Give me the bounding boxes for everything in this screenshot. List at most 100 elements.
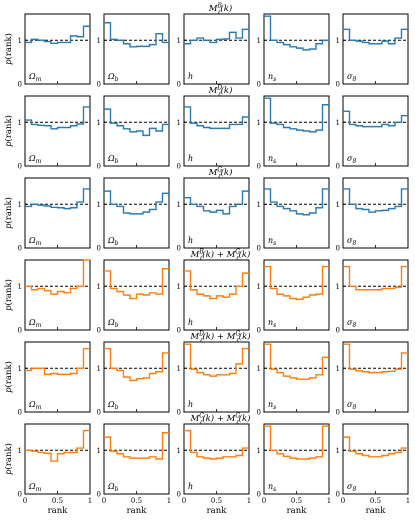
y-tick-label: 1 xyxy=(177,119,181,127)
rank-histogram-series xyxy=(25,106,90,130)
y-tick-label: 0 xyxy=(336,491,340,499)
y-tick-label: 0 xyxy=(97,245,101,253)
y-tick-label: 1 xyxy=(336,365,340,373)
x-tick-label: 0 xyxy=(341,497,345,505)
rank-histogram-series xyxy=(264,15,329,51)
panel-ωb: 0 1 Ωb xyxy=(97,95,170,171)
y-tick-label: 0 xyxy=(257,163,261,171)
x-tick-label: 0 xyxy=(182,497,186,505)
parameter-label: Ωm xyxy=(28,236,42,247)
rank-histogram-series xyxy=(25,429,90,462)
y-tick-label: 1 xyxy=(18,365,22,373)
rank-histogram-series xyxy=(104,108,169,137)
y-tick-label: 0 xyxy=(257,81,261,89)
panel-frame xyxy=(263,259,330,331)
row-title: MC ℓ(k) + MG ℓ(k) xyxy=(190,413,251,427)
y-tick-label: 1 xyxy=(97,283,101,291)
panel-frame xyxy=(342,341,409,413)
y-tick-label: 1 xyxy=(97,201,101,209)
y-tick-label: 0 xyxy=(336,81,340,89)
parameter-label: Ωb xyxy=(107,72,119,83)
y-tick-label: 1 xyxy=(177,37,181,45)
x-tick-label: 1 xyxy=(406,497,410,505)
row-title: MB ℓ(k) + MG ℓ(k) xyxy=(190,249,251,263)
y-axis-label: p(rank) xyxy=(3,115,14,147)
x-tick-label: 0.5 xyxy=(131,497,142,505)
y-axis-label: p(rank) xyxy=(3,443,14,475)
panel-σ8: 0 1 σ8 xyxy=(336,95,409,171)
y-tick-label: 1 xyxy=(336,119,340,127)
parameter-label: σ8 xyxy=(347,72,356,83)
x-axis-label: rank xyxy=(207,506,228,516)
parameter-label: h xyxy=(188,318,193,327)
panel-σ8: 0 1 σ8 xyxy=(336,13,409,89)
y-tick-label: 1 xyxy=(257,119,261,127)
panel-ns: 0 1 ns xyxy=(257,341,330,417)
y-tick-label: 1 xyxy=(336,37,340,45)
x-tick-label: 1 xyxy=(247,497,251,505)
x-tick-label: 1 xyxy=(167,497,171,505)
y-tick-label: 1 xyxy=(336,201,340,209)
parameter-label: Ωb xyxy=(107,236,119,247)
panel-ωm: 0 1 0 0.5 1 rank Ωm xyxy=(18,423,92,516)
y-tick-label: 1 xyxy=(97,447,101,455)
panel-frame xyxy=(263,13,330,85)
parameter-label: σ8 xyxy=(347,482,356,493)
panel-frame xyxy=(342,177,409,249)
panel-frame xyxy=(183,177,250,249)
parameter-label: ns xyxy=(268,236,276,247)
y-tick-label: 0 xyxy=(336,163,340,171)
y-tick-label: 0 xyxy=(257,245,261,253)
y-tick-label: 0 xyxy=(257,327,261,335)
y-tick-label: 0 xyxy=(336,409,340,417)
y-tick-label: 0 xyxy=(336,327,340,335)
y-tick-label: 0 xyxy=(97,81,101,89)
y-tick-label: 0 xyxy=(97,163,101,171)
y-tick-label: 0 xyxy=(177,409,181,417)
parameter-label: Ωb xyxy=(107,482,119,493)
parameter-label: Ωm xyxy=(28,400,42,411)
y-tick-label: 1 xyxy=(336,447,340,455)
rank-histogram-series xyxy=(25,25,90,45)
rank-histogram-series xyxy=(184,106,249,130)
panel-ns: 0 1 ns xyxy=(257,177,330,253)
y-tick-label: 0 xyxy=(18,409,22,417)
panel-ωm: 0 1 Ωm xyxy=(18,177,91,253)
panel-frame xyxy=(183,13,250,85)
panel-ωb: 0 1 Ωb xyxy=(97,341,170,417)
row-title: MB ℓ(k) xyxy=(208,3,232,17)
rank-histogram-series xyxy=(264,343,329,380)
y-tick-label: 0 xyxy=(18,327,22,335)
parameter-label: Ωm xyxy=(28,72,42,83)
rank-histogram-series xyxy=(104,268,169,300)
rank-histogram-series xyxy=(264,188,329,216)
parameter-label: ns xyxy=(268,400,276,411)
panel-frame xyxy=(342,13,409,85)
panel-frame xyxy=(183,95,250,167)
y-tick-label: 0 xyxy=(18,81,22,89)
y-tick-label: 1 xyxy=(177,283,181,291)
parameter-label: σ8 xyxy=(347,236,356,247)
row-title: MD ℓ(k) xyxy=(208,85,233,99)
y-tick-label: 1 xyxy=(336,283,340,291)
y-tick-label: 1 xyxy=(18,119,22,127)
panel-ωm: 0 1 Ωm xyxy=(18,259,91,335)
x-tick-label: 1 xyxy=(88,497,92,505)
y-tick-label: 1 xyxy=(18,283,22,291)
y-tick-label: 1 xyxy=(18,201,22,209)
y-tick-label: 1 xyxy=(177,365,181,373)
x-tick-label: 0.5 xyxy=(211,497,222,505)
row-title: MD ℓ(k) + MG ℓ(k) xyxy=(189,331,250,345)
x-tick-label: 0 xyxy=(262,497,266,505)
parameter-label: ns xyxy=(268,154,276,165)
parameter-label: h xyxy=(188,72,193,81)
panel-ωb: 0 1 Ωb xyxy=(97,259,170,335)
panel-h: 0 1 h xyxy=(177,341,250,417)
y-tick-label: 0 xyxy=(177,491,181,499)
x-tick-label: 1 xyxy=(327,497,331,505)
parameter-label: Ωb xyxy=(107,318,119,329)
panel-ωm: 0 1 Ωm xyxy=(18,13,91,89)
y-axis-label: p(rank) xyxy=(3,33,14,65)
